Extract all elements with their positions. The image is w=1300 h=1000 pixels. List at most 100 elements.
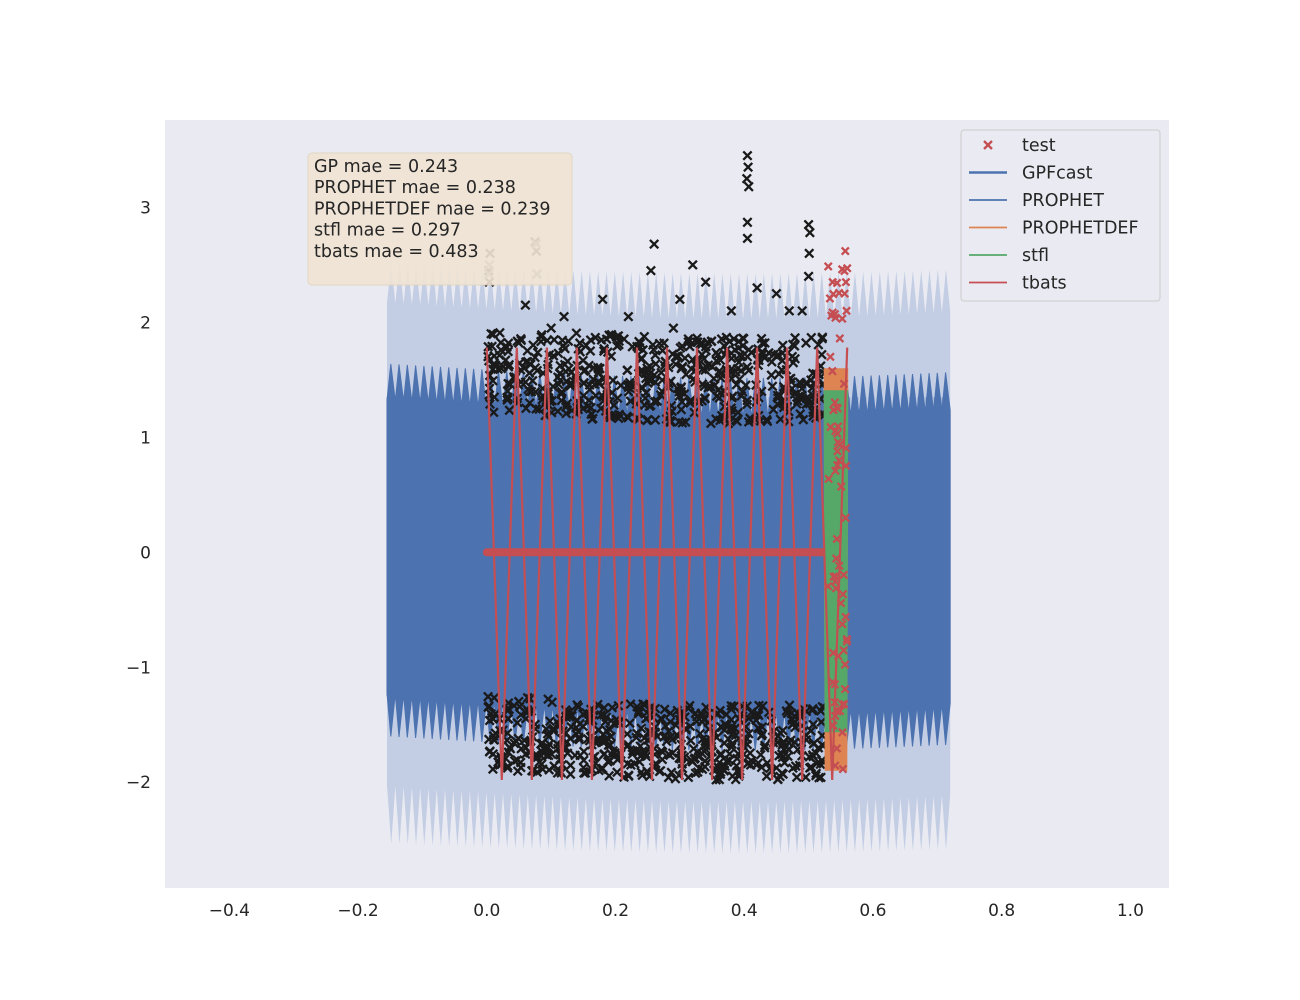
training-point	[559, 311, 570, 322]
training-point	[762, 416, 773, 427]
training-point	[657, 754, 668, 765]
training-point	[795, 409, 806, 420]
training-point	[489, 692, 500, 703]
training-point	[807, 703, 818, 714]
training-point	[513, 337, 524, 348]
training-point	[505, 743, 516, 754]
training-point	[685, 395, 696, 406]
tbats-line	[485, 347, 849, 780]
training-point	[543, 694, 554, 705]
test-point	[833, 404, 843, 413]
training-point	[486, 328, 497, 339]
test-point	[841, 461, 851, 471]
training-point	[790, 761, 801, 772]
test-point	[828, 308, 838, 317]
training-point	[584, 379, 595, 390]
training-point	[790, 717, 801, 728]
training-point	[503, 713, 514, 724]
test-point	[830, 711, 840, 721]
test-point	[828, 648, 838, 658]
training-point	[645, 265, 656, 276]
training-point	[686, 755, 697, 766]
training-point	[687, 259, 698, 270]
training-point	[674, 416, 685, 427]
training-point	[585, 402, 596, 413]
training-point	[753, 723, 764, 734]
training-point	[726, 700, 737, 711]
training-point	[495, 337, 506, 348]
training-point	[675, 383, 686, 394]
stfl-line	[823, 390, 849, 733]
x-tick-label: 0.4	[731, 901, 758, 921]
training-point	[512, 766, 523, 777]
training-point	[736, 390, 747, 401]
training-point	[605, 740, 616, 751]
training-point	[766, 356, 777, 367]
test-point	[832, 707, 842, 716]
training-point	[714, 774, 725, 785]
training-point	[574, 338, 585, 349]
training-point	[519, 735, 530, 746]
training-point	[688, 743, 699, 754]
legend-label: PROPHET	[1022, 191, 1104, 211]
training-point	[753, 710, 764, 721]
training-point	[813, 339, 824, 350]
training-point	[665, 708, 676, 719]
training-point	[615, 380, 626, 391]
training-point	[778, 769, 789, 780]
test-point	[830, 398, 840, 407]
training-point	[699, 746, 710, 757]
y-tick-label: 1	[140, 428, 151, 448]
training-point	[645, 368, 656, 379]
training-point	[791, 772, 802, 783]
training-point	[730, 774, 741, 785]
training-point	[560, 402, 571, 413]
training-point	[745, 748, 756, 759]
test-point	[828, 277, 838, 287]
training-point	[553, 348, 564, 359]
training-point	[649, 239, 660, 250]
training-point	[528, 340, 539, 351]
training-point	[759, 352, 770, 363]
test-point	[823, 581, 833, 591]
test-point	[833, 421, 843, 431]
training-point	[613, 339, 624, 350]
y-tick-label: −1	[126, 658, 151, 678]
training-point	[759, 740, 770, 751]
test-point	[838, 589, 848, 599]
training-point	[800, 337, 812, 348]
training-point	[771, 288, 782, 299]
test-point	[830, 697, 840, 707]
training-point	[703, 708, 714, 719]
training-point	[595, 709, 606, 721]
training-point	[808, 738, 819, 749]
training-point	[613, 716, 624, 727]
training-point	[502, 761, 513, 772]
test-point	[834, 455, 844, 465]
training-point	[647, 339, 658, 350]
training-point	[488, 364, 499, 375]
training-point	[537, 764, 548, 775]
training-point	[642, 414, 653, 425]
training-point	[650, 358, 661, 369]
test-point	[825, 352, 835, 362]
legend: test GPFcast PROPHET PROPHETDEF stfl tbats	[960, 129, 1161, 302]
training-point	[544, 716, 556, 727]
training-point	[695, 728, 706, 739]
training-point	[633, 705, 644, 716]
training-point	[650, 349, 661, 361]
test-point	[841, 443, 851, 453]
test-point	[840, 246, 850, 256]
x-tick-label: 0.8	[988, 901, 1015, 921]
training-point	[790, 332, 801, 343]
training-point	[685, 397, 696, 408]
training-point	[598, 729, 609, 740]
training-point	[743, 416, 754, 427]
training-point	[655, 713, 666, 724]
training-point	[522, 692, 533, 703]
training-point	[571, 328, 582, 339]
legend-marker-test	[983, 140, 993, 150]
test-point	[840, 660, 850, 670]
test-point	[828, 721, 838, 730]
test-point	[830, 679, 840, 689]
